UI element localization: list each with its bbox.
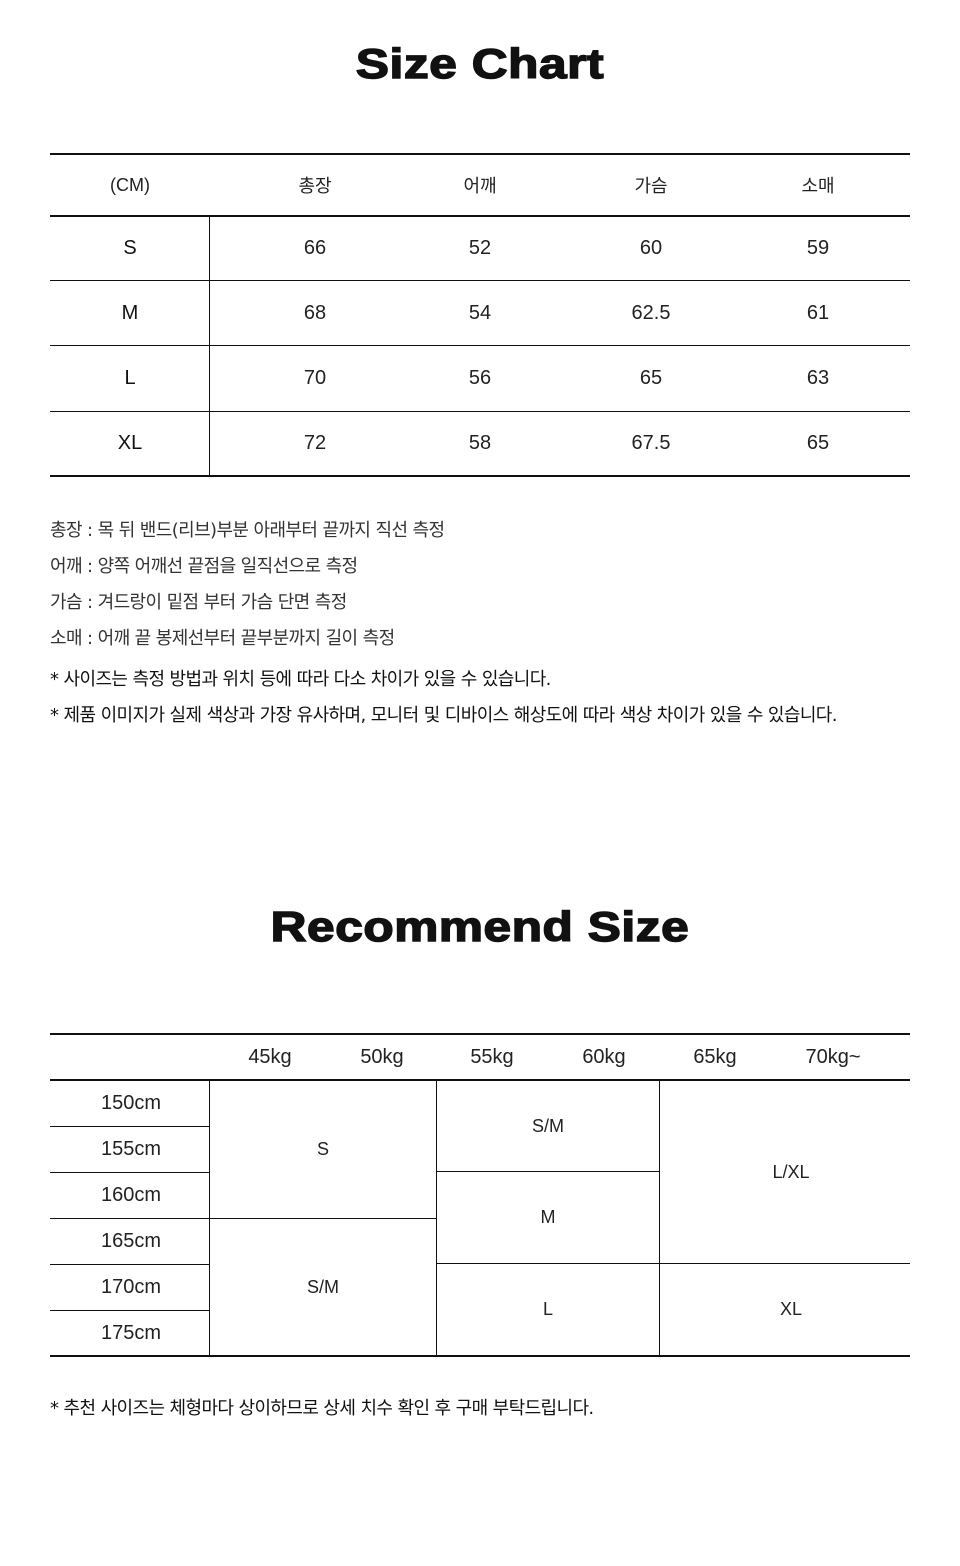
divider bbox=[50, 280, 910, 281]
divider bbox=[50, 1079, 910, 1081]
recommend-note: * 추천 사이즈는 체형마다 상이하므로 상세 치수 확인 후 구매 부탁드립니… bbox=[50, 1398, 594, 1419]
divider bbox=[50, 1310, 209, 1311]
weight-65: 65kg bbox=[693, 1045, 737, 1068]
size-label: L bbox=[124, 367, 136, 389]
size-label: M bbox=[121, 302, 139, 324]
size-value: 56 bbox=[468, 367, 492, 389]
divider bbox=[50, 475, 910, 477]
divider bbox=[50, 345, 910, 346]
divider bbox=[50, 1033, 910, 1035]
weight-50: 50kg bbox=[360, 1045, 404, 1068]
rec-cell-sm: S/M bbox=[306, 1276, 339, 1297]
size-value: 66 bbox=[303, 237, 327, 259]
header-unit: (CM) bbox=[110, 174, 150, 195]
note-sleeve: 소매 : 어깨 끝 봉제선부터 끝부분까지 길이 측정 bbox=[50, 628, 395, 649]
divider bbox=[659, 1081, 660, 1355]
weight-70: 70kg~ bbox=[805, 1045, 861, 1068]
rec-cell-s: S bbox=[316, 1139, 329, 1159]
note-length: 총장 : 목 뒤 밴드(리브)부분 아래부터 끝까지 직선 측정 bbox=[50, 520, 445, 541]
rec-cell-l: L bbox=[542, 1299, 553, 1319]
size-chart-title: Size Chart bbox=[355, 39, 605, 88]
size-value: 62.5 bbox=[631, 302, 671, 324]
divider bbox=[50, 1355, 910, 1357]
divider bbox=[50, 1218, 436, 1219]
height-160: 160cm bbox=[100, 1184, 162, 1206]
rec-cell-m: M bbox=[540, 1207, 556, 1227]
divider bbox=[436, 1263, 910, 1264]
rec-cell-xl: XL bbox=[779, 1299, 803, 1319]
size-label: XL bbox=[117, 432, 143, 454]
header-length: 총장 bbox=[298, 176, 332, 196]
size-value: 59 bbox=[806, 237, 830, 259]
divider bbox=[50, 215, 910, 217]
note-shoulder: 어깨 : 양쪽 어깨선 끝점을 일직선으로 측정 bbox=[50, 556, 358, 577]
weight-45: 45kg bbox=[248, 1045, 292, 1068]
header-chest: 가슴 bbox=[634, 176, 668, 196]
size-value: 68 bbox=[303, 302, 327, 324]
size-value: 72 bbox=[303, 432, 327, 454]
disclaimer-color: * 제품 이미지가 실제 색상과 가장 유사하며, 모니터 및 디바이스 해상도… bbox=[50, 705, 837, 726]
header-sleeve: 소매 bbox=[801, 176, 835, 196]
size-value: 52 bbox=[468, 237, 492, 259]
size-value: 65 bbox=[639, 367, 663, 389]
divider bbox=[50, 1264, 209, 1265]
note-chest: 가슴 : 겨드랑이 밑점 부터 가슴 단면 측정 bbox=[50, 592, 347, 613]
size-value: 54 bbox=[468, 302, 492, 324]
rec-cell-sm: S/M bbox=[531, 1115, 564, 1136]
divider bbox=[436, 1081, 437, 1355]
height-175: 175cm bbox=[100, 1322, 162, 1344]
height-155: 155cm bbox=[100, 1138, 162, 1160]
size-value: 61 bbox=[806, 302, 830, 324]
size-label: S bbox=[123, 237, 137, 259]
weight-55: 55kg bbox=[470, 1045, 514, 1068]
divider bbox=[50, 153, 910, 155]
divider bbox=[436, 1171, 659, 1172]
disclaimer-measure: * 사이즈는 측정 방법과 위치 등에 따라 다소 차이가 있을 수 있습니다. bbox=[50, 669, 551, 690]
divider bbox=[209, 217, 210, 475]
divider bbox=[50, 1172, 209, 1173]
size-value: 67.5 bbox=[631, 432, 671, 454]
height-170: 170cm bbox=[100, 1276, 162, 1298]
divider bbox=[50, 411, 910, 412]
header-shoulder: 어깨 bbox=[463, 176, 497, 196]
divider bbox=[50, 1126, 209, 1127]
weight-60: 60kg bbox=[582, 1045, 626, 1068]
size-value: 60 bbox=[639, 237, 663, 259]
divider bbox=[209, 1081, 210, 1355]
rec-cell-lxl: L/XL bbox=[772, 1161, 810, 1182]
height-150: 150cm bbox=[100, 1092, 162, 1114]
height-165: 165cm bbox=[100, 1230, 162, 1252]
size-value: 65 bbox=[806, 432, 830, 454]
size-value: 58 bbox=[468, 432, 492, 454]
size-value: 63 bbox=[806, 367, 830, 389]
recommend-title: Recommend Size bbox=[270, 902, 690, 951]
size-value: 70 bbox=[303, 367, 327, 389]
